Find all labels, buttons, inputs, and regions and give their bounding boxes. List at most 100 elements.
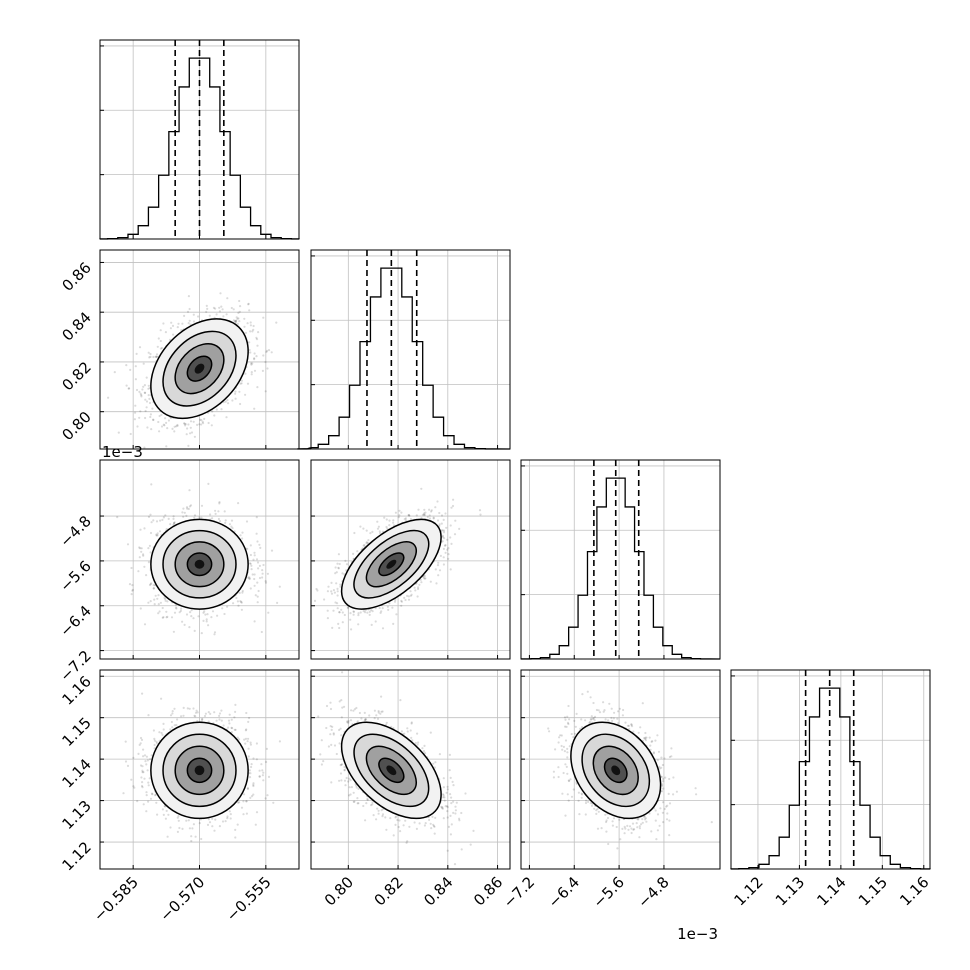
- sample-point: [338, 562, 341, 566]
- sample-point: [224, 519, 227, 522]
- sample-point: [225, 313, 228, 316]
- sample-point: [188, 489, 191, 492]
- sample-point: [200, 516, 203, 519]
- sample-point: [143, 384, 146, 387]
- sample-point: [376, 520, 379, 523]
- sample-point: [190, 431, 194, 434]
- sample-point: [187, 322, 190, 325]
- sample-point: [149, 413, 152, 416]
- sample-point: [335, 582, 338, 585]
- sample-point: [173, 430, 176, 433]
- sample-point: [252, 558, 255, 561]
- sample-point: [185, 506, 189, 509]
- sample-point: [368, 610, 371, 614]
- sample-point: [438, 511, 441, 515]
- sample-point: [266, 572, 269, 575]
- sample-point: [258, 543, 261, 546]
- sample-point: [250, 362, 253, 365]
- sample-point: [206, 613, 209, 616]
- sample-point: [130, 593, 133, 596]
- sample-point: [155, 355, 158, 358]
- sample-point: [444, 512, 447, 515]
- sample-point: [214, 307, 217, 310]
- sample-point: [198, 423, 201, 426]
- sample-point: [367, 539, 370, 542]
- sample-point: [440, 522, 443, 525]
- sample-point: [135, 352, 138, 355]
- sample-point: [357, 623, 360, 626]
- sample-point: [223, 612, 226, 616]
- sample-point: [171, 324, 175, 327]
- sample-point: [107, 396, 110, 399]
- sample-point: [437, 561, 440, 564]
- sample-point: [206, 307, 209, 310]
- sample-point: [197, 615, 200, 618]
- sample-point: [225, 416, 228, 419]
- sample-point: [409, 594, 412, 597]
- sample-point: [449, 524, 452, 527]
- sample-point: [232, 308, 235, 311]
- sample-point: [152, 418, 155, 421]
- sample-point: [144, 409, 147, 413]
- sample-point: [172, 333, 175, 336]
- sample-point: [253, 358, 256, 361]
- sample-point: [250, 564, 253, 567]
- sample-point: [276, 601, 279, 605]
- sample-point: [234, 397, 237, 400]
- sample-point: [173, 521, 176, 524]
- sample-point: [369, 532, 372, 535]
- sample-point: [255, 338, 259, 341]
- sample-point: [134, 411, 137, 414]
- sample-point: [150, 521, 153, 524]
- sample-point: [159, 339, 162, 343]
- sample-point: [150, 428, 153, 431]
- sample-point: [217, 510, 220, 513]
- sample-point: [378, 606, 381, 610]
- sample-point: [155, 355, 158, 358]
- sample-point: [336, 587, 339, 591]
- sample-point: [162, 423, 165, 426]
- sample-point: [376, 527, 380, 530]
- sample-point: [352, 610, 355, 613]
- sample-point: [366, 611, 369, 614]
- sample-point: [125, 384, 128, 387]
- sample-point: [149, 415, 152, 419]
- sample-point: [237, 502, 240, 505]
- sample-point: [181, 322, 184, 325]
- sample-point: [192, 420, 195, 423]
- sample-point: [264, 360, 267, 364]
- sample-point: [145, 376, 148, 379]
- sample-point: [158, 430, 161, 433]
- sample-point: [438, 569, 442, 572]
- sample-point: [161, 606, 164, 610]
- sample-point: [157, 612, 160, 615]
- sample-point: [136, 425, 139, 428]
- sample-point: [138, 556, 141, 559]
- sample-point: [270, 549, 274, 552]
- sample-point: [337, 622, 340, 626]
- sample-point: [233, 320, 237, 323]
- sample-point: [246, 382, 250, 385]
- histogram-panel-1: [297, 249, 511, 450]
- sample-point: [197, 315, 200, 318]
- sample-point: [395, 613, 398, 616]
- sample-point: [258, 576, 262, 580]
- sample-point: [139, 392, 142, 395]
- sample-point: [145, 400, 149, 403]
- sample-point: [196, 423, 199, 426]
- sample-point: [254, 594, 257, 597]
- sample-point: [238, 390, 241, 393]
- sample-point: [159, 601, 162, 604]
- sample-point: [442, 537, 446, 540]
- sample-point: [249, 324, 252, 327]
- sample-point: [330, 590, 333, 593]
- sample-point: [449, 536, 452, 539]
- sample-point: [144, 398, 147, 401]
- sample-point: [161, 518, 164, 522]
- sample-point: [398, 514, 401, 517]
- sample-point: [214, 512, 217, 516]
- sample-point: [267, 349, 271, 352]
- sample-point: [220, 408, 223, 411]
- sample-point: [152, 584, 155, 587]
- sample-point: [131, 584, 134, 587]
